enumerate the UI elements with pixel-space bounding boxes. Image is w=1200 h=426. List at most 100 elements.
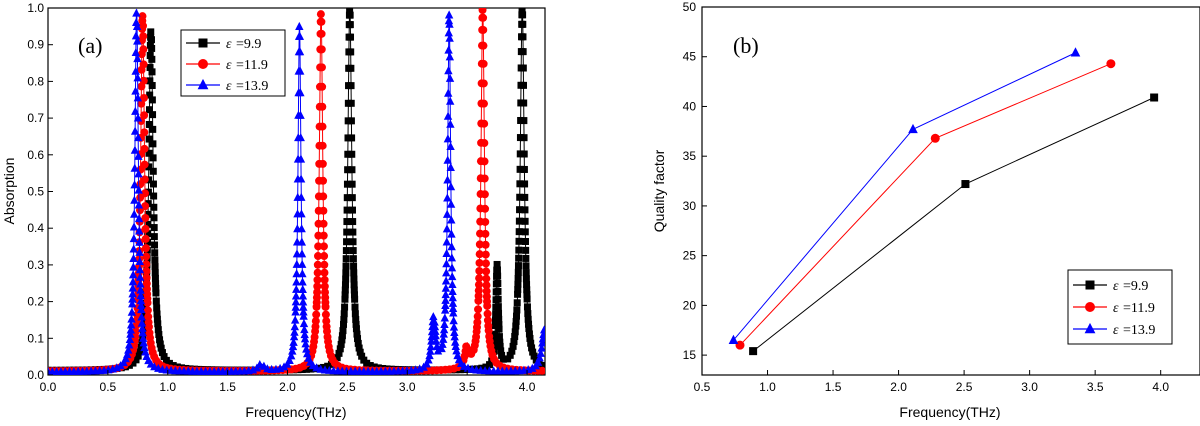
panel-a-data-point — [290, 327, 299, 336]
panel-a-data-point — [530, 352, 538, 360]
panel-a-data-point — [299, 302, 308, 311]
panel-a-data-point — [512, 322, 520, 330]
panel-a-data-point — [141, 213, 150, 222]
panel-a-data-point — [130, 126, 140, 135]
panel-a-data-point — [149, 154, 157, 162]
panel-a-data-point — [137, 343, 145, 351]
panel-a-data-point — [424, 355, 433, 364]
panel-a-data-point — [320, 252, 329, 261]
panel-a-data-point — [318, 102, 327, 111]
panel-a-x-axis-title: Frequency(THz) — [245, 404, 346, 420]
panel-a-data-point — [302, 344, 311, 353]
panel-a-legend: ε =9.9 ε =11.9 ε =13.9 — [180, 29, 286, 97]
panel-a-data-point — [296, 133, 305, 142]
panel-a-data-point — [300, 334, 310, 343]
panel-a-data-point — [352, 315, 360, 323]
panel-a-data-point — [348, 134, 356, 142]
panel-a-data-point — [481, 240, 490, 249]
panel-a-data-point — [520, 150, 528, 158]
panel-a-data-point — [296, 174, 306, 183]
panel-a-data-point — [444, 16, 454, 25]
panel-a-data-point — [48, 367, 53, 375]
panel-a-data-point — [445, 33, 454, 42]
panel-a-data-point — [149, 180, 157, 188]
panel-a-data-point — [426, 346, 435, 355]
panel-a-data-point — [319, 231, 328, 240]
panel-a-data-point — [539, 325, 545, 334]
panel-b-data-point — [749, 347, 758, 356]
panel-a-curve — [48, 9, 545, 371]
panel-a-data-point — [521, 193, 529, 201]
panel-a-data-point — [341, 291, 349, 299]
panel-a-data-point — [140, 128, 149, 137]
panel-a-data-point — [300, 325, 309, 334]
panel-a-data-point — [134, 214, 144, 223]
panel-a-data-point — [352, 325, 360, 333]
panel-a-data-point — [358, 352, 366, 360]
panel-a-data-point — [475, 258, 484, 267]
panel-a-data-point — [444, 10, 454, 19]
panel-b-x-tick-label: 2.0 — [890, 380, 907, 394]
panel-a-data-point — [125, 334, 135, 343]
panel-a-data-point — [130, 145, 140, 154]
panel-a-data-point — [341, 303, 349, 311]
panel-a-data-point — [133, 73, 142, 82]
panel-a-data-point — [479, 79, 488, 88]
panel-a-data-point — [347, 82, 355, 90]
panel-a-data-point — [475, 266, 484, 275]
panel-a-data-point — [443, 134, 453, 143]
panel-b-line — [739, 63, 1112, 346]
panel-a-data-point — [287, 351, 296, 360]
panel-a-data-point — [288, 342, 298, 351]
panel-a-data-point — [134, 151, 143, 160]
panel-a-data-point — [443, 155, 452, 164]
panel-a-data-point — [317, 17, 326, 26]
panel-a-x-tick-label: 2.5 — [339, 380, 356, 394]
panel-a-data-point — [140, 343, 149, 352]
panel-a-data-point — [521, 206, 529, 214]
panel-b-data-point — [908, 123, 918, 134]
panel-a-data-point — [320, 282, 329, 291]
panel-b-x-tick-label: 2.5 — [956, 380, 973, 394]
panel-a-data-point — [149, 111, 157, 119]
panel-a-data-point — [441, 295, 450, 304]
panel-a-data-point — [347, 99, 355, 107]
panel-a-data-point — [128, 277, 138, 286]
panel-a-data-point — [343, 228, 351, 236]
panel-a-data-point — [519, 33, 527, 41]
panel-a-data-point — [363, 359, 371, 367]
panel-a-data-point — [443, 175, 452, 184]
panel-a-data-point — [342, 275, 350, 283]
panel-a-y-tick-label: 0.0 — [27, 368, 44, 382]
panel-a-data-point — [498, 351, 506, 359]
panel-a-data-point — [491, 337, 499, 345]
panel-a-data-point — [112, 363, 122, 372]
panel-a-series — [48, 8, 545, 375]
panel-a-data-point — [299, 311, 308, 320]
panel-a-data-point — [349, 218, 357, 226]
panel-a-data-point — [321, 310, 330, 319]
panel-a-data-point — [150, 214, 158, 222]
panel-a-data-point — [438, 339, 447, 348]
panel-a-data-point — [495, 333, 503, 341]
panel-a-data-point — [481, 229, 490, 238]
panel-a-data-point — [443, 193, 452, 202]
panel-a-data-point — [292, 277, 301, 286]
panel-a-data-point — [528, 344, 536, 352]
panel-b-series-3 — [728, 47, 1081, 344]
panel-a-data-point — [348, 180, 356, 188]
panel-a-data-point — [150, 203, 158, 211]
panel-a-data-point — [132, 21, 142, 31]
panel-a-data-point — [442, 224, 452, 233]
panel-a-data-point — [523, 295, 531, 303]
panel-a-data-point — [144, 210, 152, 218]
panel-a-data-point — [134, 169, 143, 178]
panel-a-data-point — [135, 256, 144, 265]
panel-a-data-point — [135, 265, 145, 274]
panel-a-data-point — [311, 317, 320, 326]
panel-a-data-point — [429, 312, 438, 321]
panel-a-data-point — [513, 306, 521, 314]
panel-a-data-point — [146, 64, 154, 72]
panel-a-data-point — [319, 242, 328, 251]
panel-a-data-point — [495, 325, 503, 333]
